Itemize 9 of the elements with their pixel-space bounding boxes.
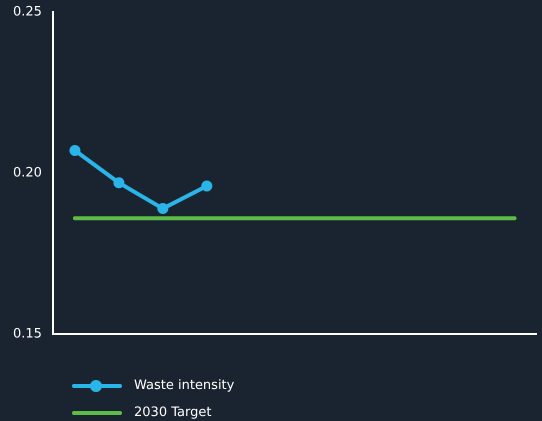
legend-label: 2030 Target	[134, 405, 212, 420]
y-tick-label: 0.15	[12, 326, 42, 342]
text: 0.20	[12, 165, 42, 180]
legend-label: Waste intensity	[134, 378, 234, 393]
point	[201, 180, 212, 192]
point	[157, 203, 168, 214]
point	[113, 177, 124, 188]
point	[69, 145, 80, 156]
y-tick-label: 0.25	[12, 4, 42, 20]
